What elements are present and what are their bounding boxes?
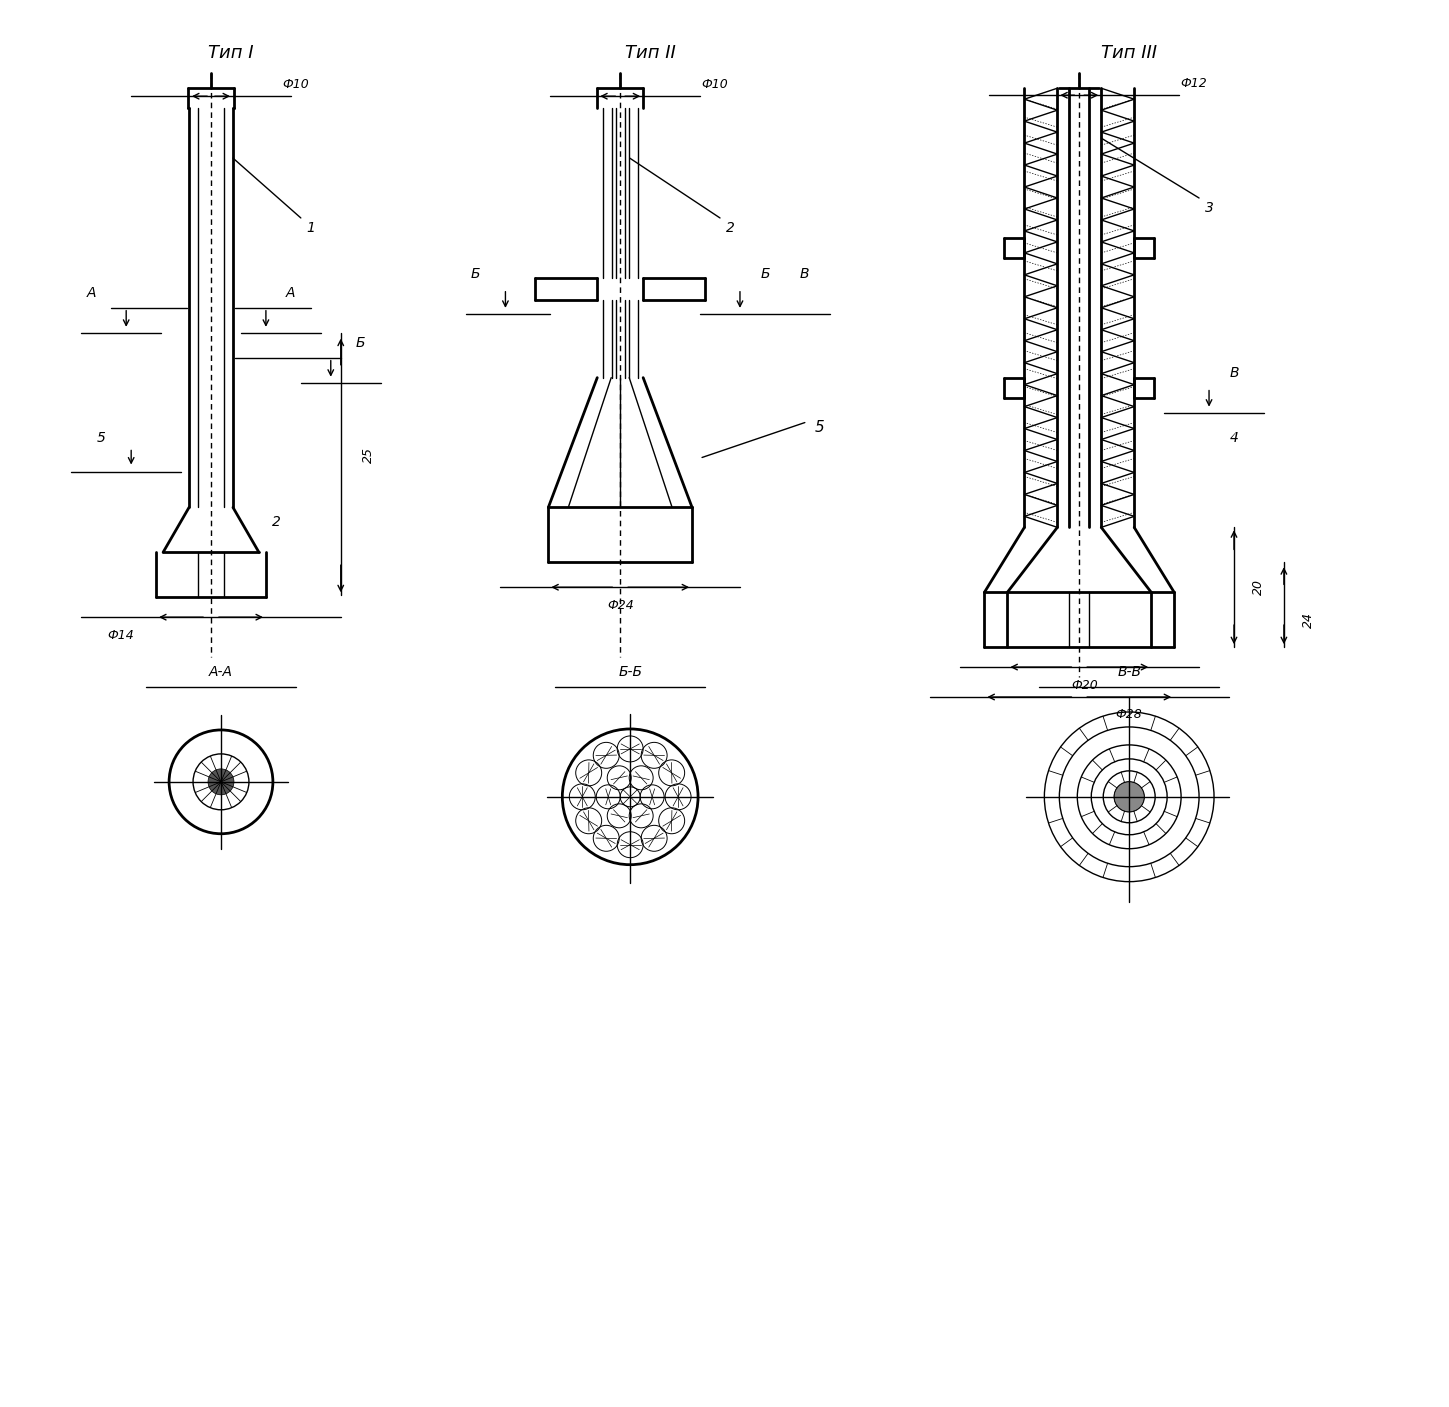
Text: 24: 24 bbox=[1303, 612, 1316, 628]
Text: Ф24: Ф24 bbox=[607, 599, 633, 612]
Text: 5: 5 bbox=[814, 421, 824, 435]
Text: Б-Б: Б-Б bbox=[619, 666, 642, 680]
Text: Тип II: Тип II bbox=[625, 44, 675, 62]
Text: В: В bbox=[1229, 366, 1239, 380]
Text: 1: 1 bbox=[306, 221, 316, 235]
Text: В: В bbox=[800, 267, 810, 281]
Text: 20: 20 bbox=[1252, 580, 1265, 595]
Text: Ф10: Ф10 bbox=[701, 77, 729, 90]
Text: Ф12: Ф12 bbox=[1181, 77, 1207, 90]
Text: 5: 5 bbox=[97, 431, 106, 445]
Text: 2: 2 bbox=[726, 221, 735, 235]
Circle shape bbox=[209, 768, 233, 795]
Text: Ф14: Ф14 bbox=[107, 629, 135, 642]
Text: А: А bbox=[285, 286, 296, 300]
Text: Б: Б bbox=[471, 267, 480, 281]
Text: Тип I: Тип I bbox=[209, 44, 254, 62]
Text: А: А bbox=[87, 286, 96, 300]
Circle shape bbox=[1114, 782, 1145, 812]
Text: 2: 2 bbox=[271, 515, 280, 529]
Text: Тип III: Тип III bbox=[1101, 44, 1158, 62]
Text: Б: Б bbox=[356, 336, 365, 350]
Text: А-А: А-А bbox=[209, 666, 233, 680]
Text: Ф28: Ф28 bbox=[1116, 709, 1143, 722]
Text: Ф10: Ф10 bbox=[283, 77, 309, 90]
Text: В-В: В-В bbox=[1117, 666, 1142, 680]
Text: 25: 25 bbox=[362, 447, 375, 463]
Text: Б: Б bbox=[761, 267, 769, 281]
Text: 4: 4 bbox=[1230, 431, 1239, 445]
Text: Ф20: Ф20 bbox=[1071, 678, 1098, 691]
Text: 3: 3 bbox=[1204, 201, 1213, 215]
